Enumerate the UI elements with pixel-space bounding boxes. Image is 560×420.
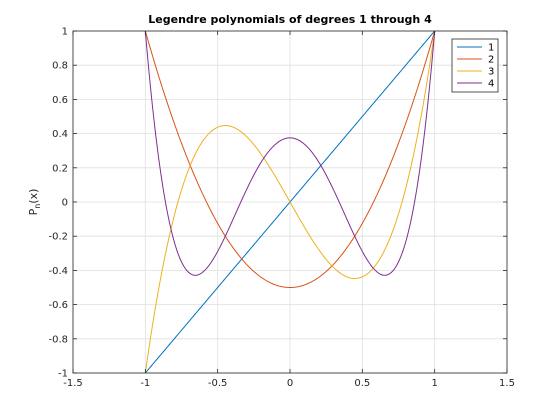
x-tick-label: 0 bbox=[287, 378, 293, 389]
series-line-3 bbox=[144, 30, 436, 374]
y-axis-label-main: P bbox=[27, 208, 40, 215]
x-tick-label: 1.5 bbox=[499, 378, 515, 389]
x-tick-label: -1 bbox=[140, 378, 150, 389]
y-tick-label: 0 bbox=[62, 198, 68, 209]
y-tick-label: 0.6 bbox=[52, 95, 68, 106]
x-tick-label: -1.5 bbox=[63, 378, 83, 389]
legend-label-1: 1 bbox=[488, 43, 494, 54]
y-tick-label: -0.4 bbox=[48, 266, 68, 277]
y-tick-label: 1 bbox=[62, 27, 68, 38]
y-axis-label-suffix: (x) bbox=[27, 189, 40, 204]
chart-title: Legendre polynomials of degrees 1 throug… bbox=[148, 13, 432, 26]
y-tick-label: -0.8 bbox=[48, 334, 68, 345]
y-tick-label: 0.2 bbox=[52, 163, 68, 174]
y-tick-labels: -1 -0.8 -0.6 -0.4 -0.2 0 0.2 0.4 0.6 0.8 1 bbox=[48, 27, 68, 380]
series-lines bbox=[144, 30, 436, 374]
y-axis-label-subscript: n bbox=[33, 204, 42, 209]
legend-label-3: 3 bbox=[488, 67, 494, 78]
series-line-4 bbox=[144, 30, 436, 276]
x-tick-labels: -1.5 -1 -0.5 0 0.5 1 1.5 bbox=[63, 378, 515, 389]
x-tick-label: -0.5 bbox=[208, 378, 228, 389]
x-tick-label: 0.5 bbox=[354, 378, 370, 389]
legend-label-4: 4 bbox=[488, 79, 494, 90]
y-axis-label: Pn(x) bbox=[27, 189, 42, 216]
y-tick-label: 0.4 bbox=[52, 129, 68, 140]
tick-marks bbox=[72, 30, 508, 374]
y-tick-label: -0.2 bbox=[48, 232, 68, 243]
y-tick-label: 0.8 bbox=[52, 61, 68, 72]
legend-label-2: 2 bbox=[488, 55, 494, 66]
x-tick-label: 1 bbox=[431, 378, 437, 389]
y-tick-label: -0.6 bbox=[48, 300, 68, 311]
series-line-2 bbox=[144, 30, 436, 289]
y-tick-label: -1 bbox=[58, 369, 68, 380]
